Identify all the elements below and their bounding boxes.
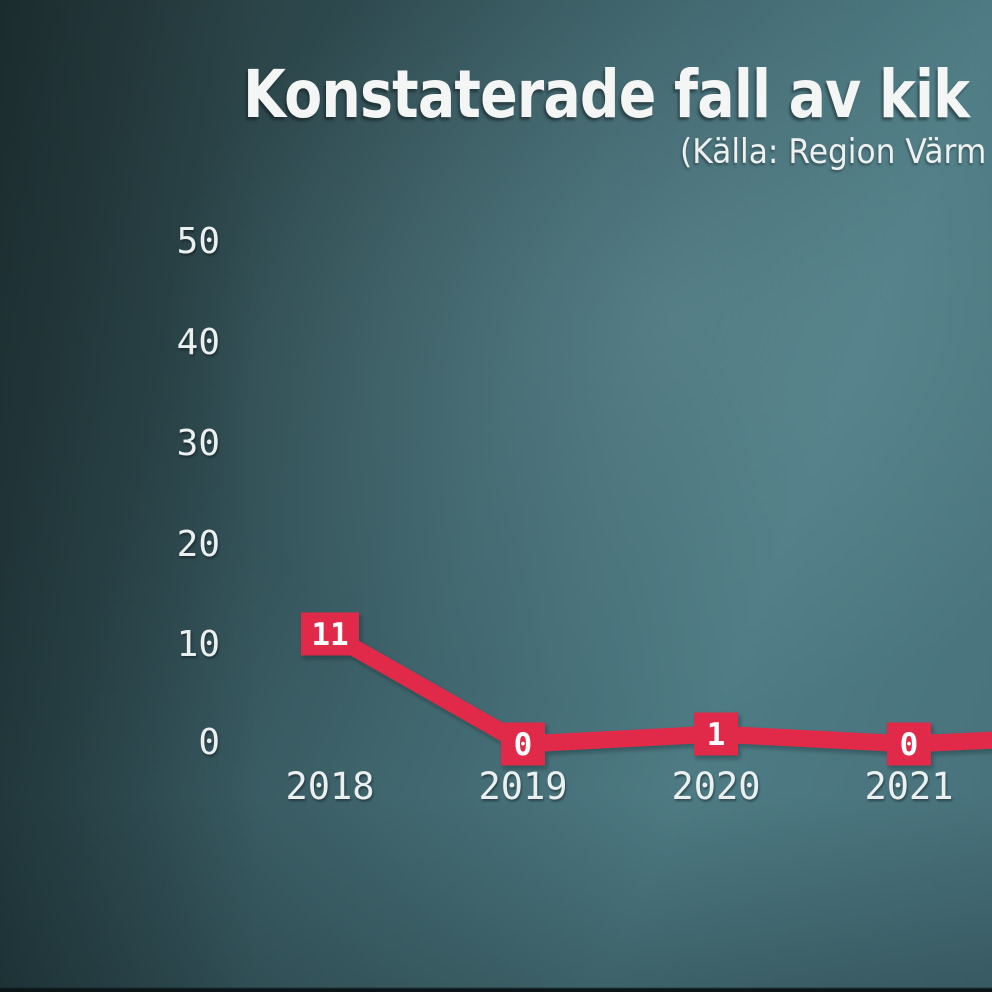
- x-axis-label-2020: 2020: [671, 765, 761, 808]
- bottom-frame-edge: [0, 987, 992, 992]
- data-point-label-box: 11: [301, 612, 359, 656]
- x-axis-label-2021: 2021: [864, 765, 954, 808]
- data-point-value: 11: [311, 617, 348, 653]
- data-point-value: 1: [707, 717, 726, 753]
- x-axis-label-2018: 2018: [285, 765, 375, 808]
- y-axis-tick-label-40: 40: [176, 322, 220, 363]
- y-axis-tick-label-10: 10: [176, 624, 220, 665]
- x-axis-label-2019: 2019: [478, 765, 568, 808]
- y-axis-tick-label-0: 0: [198, 722, 220, 763]
- y-axis-tick-label-20: 20: [176, 524, 220, 565]
- chart-source-subtitle: (Källa: Region Värm: [680, 132, 987, 172]
- line-series: 11 0 1 0: [301, 612, 992, 766]
- data-point-value: 0: [900, 727, 919, 763]
- data-point-label-box: 0: [887, 722, 931, 766]
- data-point-label-box: 0: [501, 722, 545, 766]
- data-point-label-box: 1: [694, 712, 738, 756]
- y-axis-tick-label-50: 50: [176, 221, 220, 262]
- data-point-value: 0: [514, 727, 533, 763]
- chart-title: Konstaterade fall av kik: [243, 56, 970, 133]
- y-axis-tick-label-30: 30: [176, 423, 220, 464]
